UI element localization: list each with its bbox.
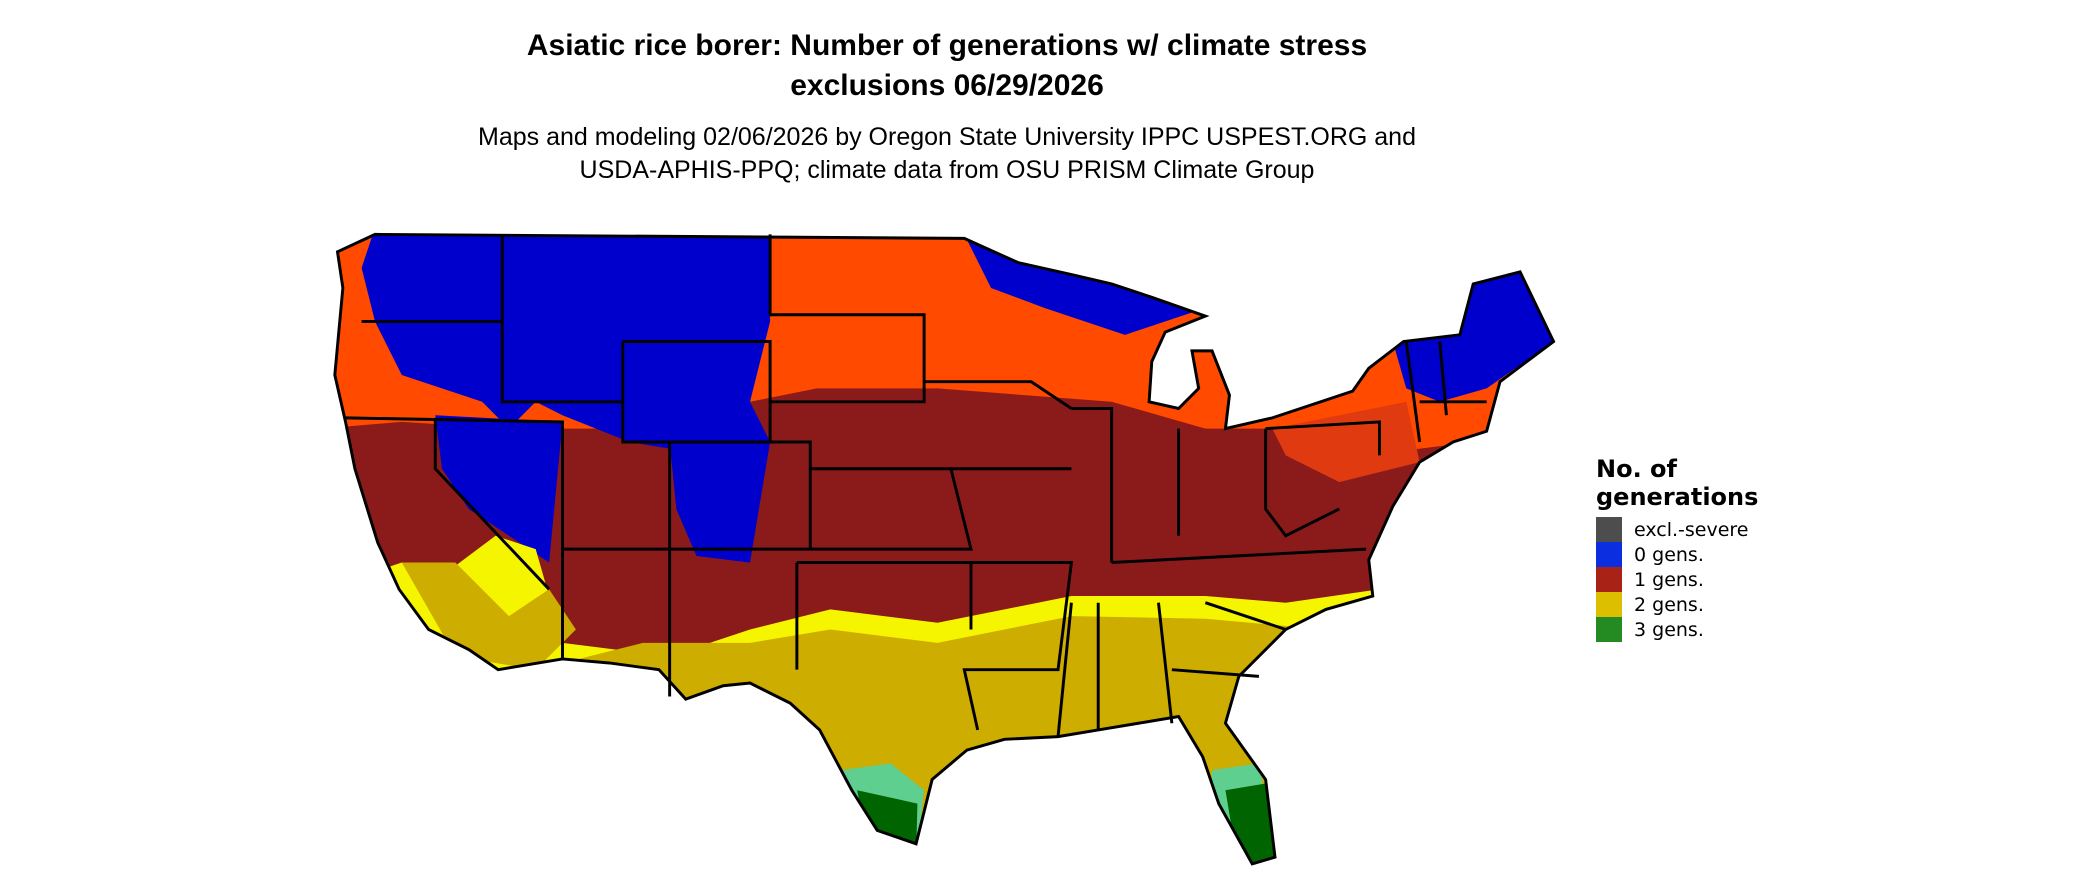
legend-label: 0 gens.	[1634, 543, 1704, 566]
legend-title-line1: No. of	[1596, 455, 1677, 483]
legend-swatch	[1596, 617, 1622, 642]
legend-title-line2: generations	[1596, 483, 1759, 511]
legend-label: excl.-severe	[1634, 518, 1749, 541]
legend-title: No. of generations	[1596, 455, 1758, 511]
legend-item: excl.-severe	[1596, 517, 1758, 542]
zone-2-gens	[562, 616, 1340, 864]
legend-label: 3 gens.	[1634, 618, 1704, 641]
zone-0-gens-nevada	[435, 415, 563, 563]
legend-item: 1 gens.	[1596, 567, 1758, 592]
legend-swatch	[1596, 592, 1622, 617]
legend-label: 2 gens.	[1634, 593, 1704, 616]
zone-0-gens-west	[361, 234, 771, 563]
map-subtitle-line2: USDA-APHIS-PPQ; climate data from OSU PR…	[579, 156, 1315, 184]
legend-label: 1 gens.	[1634, 568, 1704, 591]
map-title: Asiatic rice borer: Number of generation…	[347, 26, 1547, 106]
map-subtitle: Maps and modeling 02/06/2026 by Oregon S…	[347, 121, 1547, 187]
zone-1-gen-light-east	[1272, 401, 1420, 483]
legend-item: 0 gens.	[1596, 542, 1758, 567]
zone-2-gens-desert	[401, 562, 576, 670]
map-title-line1: Asiatic rice borer: Number of generation…	[526, 29, 1368, 62]
zone-0-gens-new-england	[1392, 267, 1554, 402]
generation-zones	[334, 234, 1554, 864]
legend-item: 2 gens.	[1596, 592, 1758, 617]
legend-item: 3 gens.	[1596, 617, 1758, 642]
map-title-line2: exclusions 06/29/2026	[790, 69, 1104, 102]
legend-swatch	[1596, 517, 1622, 542]
legend-swatch	[1596, 567, 1622, 592]
map-subtitle-line1: Maps and modeling 02/06/2026 by Oregon S…	[478, 123, 1416, 151]
legend-swatch	[1596, 542, 1622, 567]
zone-0-gens-nm-colorado	[669, 441, 750, 563]
legend: No. of generations excl.-severe 0 gens. 1 …	[1596, 455, 1758, 642]
legend-items: excl.-severe 0 gens. 1 gens. 2 gens. 3 gens.	[1596, 517, 1758, 642]
state-borders	[333, 232, 1556, 866]
